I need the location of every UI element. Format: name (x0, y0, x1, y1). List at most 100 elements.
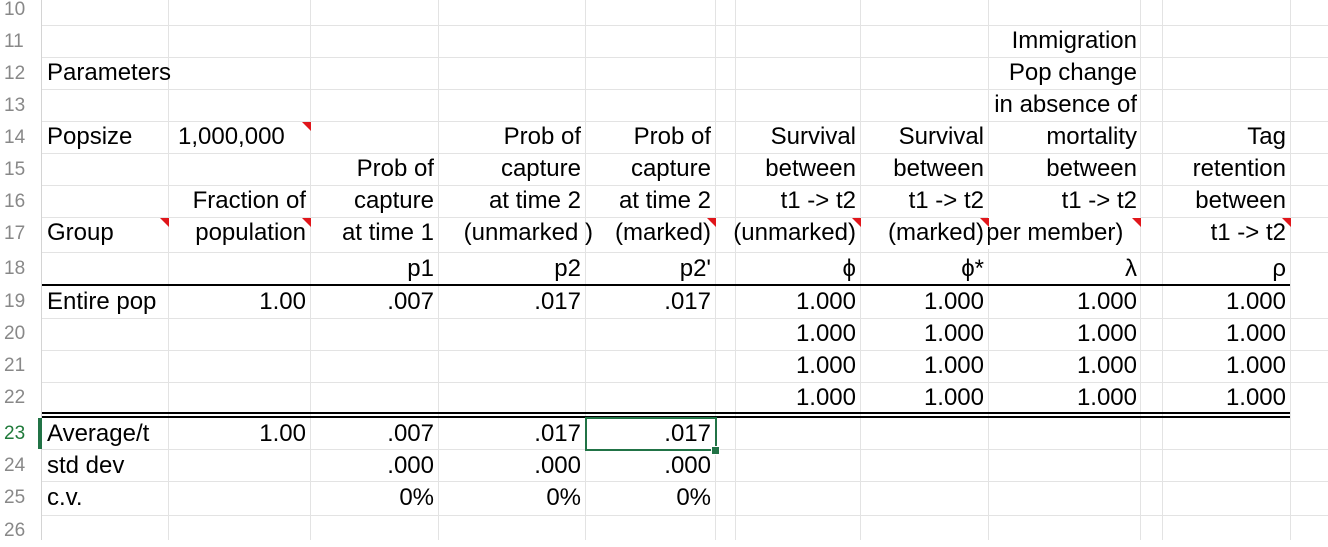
gridline (42, 89, 1328, 90)
average-p2m[interactable]: .017 (664, 420, 711, 447)
header-bottom-border (42, 284, 1290, 286)
lambda-header-line: t1 -> t2 (1061, 187, 1137, 214)
phi-value[interactable]: 1.000 (795, 352, 856, 379)
std-dev-label[interactable]: std dev (47, 452, 125, 479)
average-p2[interactable]: .017 (534, 420, 581, 447)
group-label[interactable]: Group (47, 219, 114, 246)
fill-handle[interactable] (711, 446, 720, 455)
lambda-value[interactable]: 1.000 (1076, 320, 1137, 347)
phi-header-line: t1 -> t2 (780, 187, 856, 214)
row-header[interactable]: 20 (4, 323, 26, 344)
cv-p2m[interactable]: 0% (676, 484, 711, 511)
row-header-selected[interactable]: 23 (4, 423, 26, 444)
cv-p1[interactable]: 0% (399, 484, 434, 511)
row-header[interactable]: 19 (4, 291, 26, 312)
phi-value[interactable]: 1.000 (795, 320, 856, 347)
gridline (42, 350, 1328, 351)
comment-indicator-icon[interactable] (302, 122, 311, 131)
rho-value[interactable]: 1.000 (1225, 384, 1286, 411)
parameters-label[interactable]: Parameters (47, 59, 172, 86)
p2m-header-line: capture (630, 155, 711, 182)
p2m-header-line: (marked) (614, 219, 711, 246)
lambda-value[interactable]: 1.000 (1076, 352, 1137, 379)
popsize-value[interactable]: 1,000,000 (178, 123, 285, 150)
rho-header-line: retention (1192, 155, 1286, 182)
average-p1[interactable]: .007 (387, 420, 434, 447)
row-header[interactable]: 18 (4, 258, 26, 279)
cv-p2[interactable]: 0% (546, 484, 581, 511)
gridline (42, 382, 1328, 383)
p1-header-line: capture (353, 187, 434, 214)
row-header[interactable]: 11 (4, 31, 24, 52)
phistar-header-line: (marked) (887, 219, 984, 246)
phistar-value[interactable]: 1.000 (923, 352, 984, 379)
stddev-p2m[interactable]: .000 (664, 452, 711, 479)
average-label[interactable]: Average/t (47, 420, 150, 447)
rho-value[interactable]: 1.000 (1225, 320, 1286, 347)
p1-header-line: Prob of (356, 155, 434, 182)
p2m-header-line: Prob of (633, 123, 711, 150)
row-header[interactable]: 13 (4, 95, 26, 116)
rho-symbol: ρ (1272, 255, 1286, 282)
row-header[interactable]: 25 (4, 487, 26, 508)
p2-symbol: p2 (554, 255, 581, 282)
phi-value[interactable]: 1.000 (795, 288, 856, 315)
lambda-value[interactable]: 1.000 (1076, 384, 1137, 411)
row-header[interactable]: 21 (4, 355, 26, 376)
entire-pop-label[interactable]: Entire pop (47, 288, 157, 315)
comment-indicator-icon[interactable] (1282, 218, 1291, 227)
p2-header-line: capture (500, 155, 581, 182)
row-header[interactable]: 12 (4, 63, 26, 84)
selected-row-marker (38, 418, 42, 449)
selected-cell[interactable] (585, 417, 717, 451)
stddev-p1[interactable]: .000 (387, 452, 434, 479)
entire-pop-p2m[interactable]: .017 (664, 288, 711, 315)
rho-value[interactable]: 1.000 (1225, 352, 1286, 379)
p2-header-line: Prob of (503, 123, 581, 150)
cv-label[interactable]: c.v. (47, 484, 83, 511)
p2-header-line: at time 2 (488, 187, 581, 214)
comment-indicator-icon[interactable] (160, 218, 169, 227)
row-header[interactable]: 14 (4, 127, 26, 148)
p1-symbol: p1 (407, 255, 434, 282)
lambda-value[interactable]: 1.000 (1076, 288, 1137, 315)
row-header[interactable]: 26 (4, 520, 26, 541)
row-header[interactable]: 10 (4, 0, 26, 20)
comment-indicator-icon[interactable] (980, 218, 989, 227)
comment-indicator-icon[interactable] (707, 218, 716, 227)
row-header[interactable]: 22 (4, 387, 26, 408)
comment-indicator-icon[interactable] (302, 218, 311, 227)
phi-header-line: between (765, 155, 856, 182)
row-header[interactable]: 15 (4, 159, 26, 180)
gridline (1162, 0, 1163, 540)
comment-indicator-icon[interactable] (1132, 218, 1141, 227)
stddev-p2[interactable]: .000 (534, 452, 581, 479)
p2m-symbol: p2' (679, 255, 711, 282)
row-header[interactable]: 24 (4, 455, 26, 476)
row-header-divider (41, 0, 42, 540)
phi-value[interactable]: 1.000 (795, 384, 856, 411)
p2m-header-line: at time 2 (618, 187, 711, 214)
phistar-value[interactable]: 1.000 (923, 384, 984, 411)
phi-symbol: ϕ (842, 255, 856, 282)
gridline (1290, 0, 1291, 540)
p2-header-line: (unmarked ) (463, 219, 593, 246)
entire-pop-fraction[interactable]: 1.00 (259, 288, 306, 315)
phi-header-line: (unmarked) (733, 219, 856, 246)
average-fraction[interactable]: 1.00 (259, 420, 306, 447)
phistar-value[interactable]: 1.000 (923, 320, 984, 347)
entire-pop-p1[interactable]: .007 (387, 288, 434, 315)
rho-value[interactable]: 1.000 (1225, 288, 1286, 315)
popsize-label[interactable]: Popsize (47, 123, 133, 150)
comment-indicator-icon[interactable] (852, 218, 861, 227)
lambda-header-line: between (1046, 155, 1137, 182)
row-header[interactable]: 16 (4, 191, 26, 212)
gridline (438, 0, 439, 540)
phistar-header-line: between (893, 155, 984, 182)
row-header[interactable]: 17 (4, 223, 26, 244)
lambda-header-line: Immigration (1011, 27, 1137, 54)
lambda-symbol: λ (1125, 255, 1137, 282)
entire-pop-p2[interactable]: .017 (534, 288, 581, 315)
phistar-value[interactable]: 1.000 (923, 288, 984, 315)
